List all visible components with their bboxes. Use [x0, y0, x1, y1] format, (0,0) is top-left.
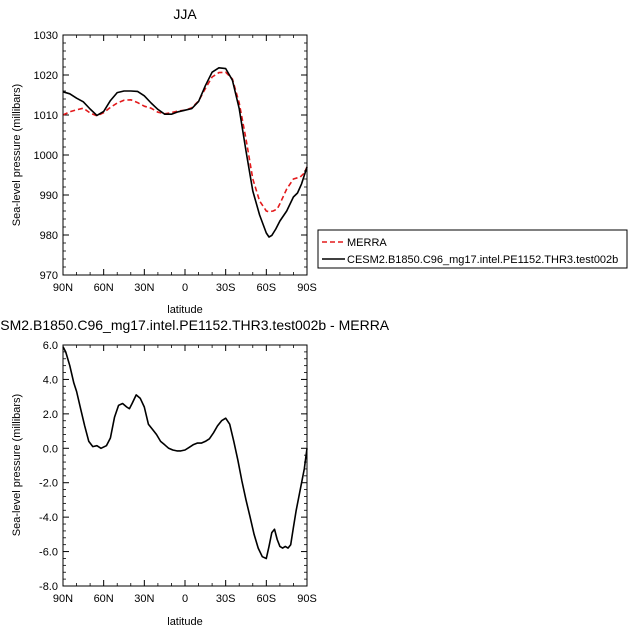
y-tick-label: 1030	[34, 30, 58, 42]
y-tick-label: -6.0	[39, 547, 58, 559]
bottom-chart-plot-frame	[62, 344, 308, 587]
series-line-0	[62, 346, 308, 560]
top-chart-xlabel: latitude	[167, 304, 202, 316]
bottom-chart: CESM2.B1850.C96_mg17.intel.PE1152.THR3.t…	[0, 317, 390, 628]
x-tick-label: 30S	[216, 593, 236, 605]
x-tick-label: 60N	[94, 593, 114, 605]
top-chart: JJA 970 980 990 1000 1010 1020 1030 90N 60N 30N 0…	[11, 6, 317, 316]
y-tick-label: 970	[40, 270, 58, 282]
x-tick-label: 60S	[257, 282, 277, 294]
y-tick-label: 6.0	[43, 340, 58, 352]
series-line-1	[62, 67, 308, 238]
legend-label-merra: MERRA	[347, 237, 387, 249]
x-tick-label: 30N	[134, 282, 154, 294]
y-tick-label: 1020	[34, 70, 58, 82]
y-tick-label: 1000	[34, 150, 58, 162]
x-tick-label: 0	[182, 282, 188, 294]
x-tick-label: 90S	[297, 282, 317, 294]
x-tick-label: 90N	[53, 593, 73, 605]
y-tick-label: 990	[40, 190, 58, 202]
bottom-chart-xticks: 90N 60N 30N 0 30S 60S 90S	[53, 345, 317, 605]
series-line-0	[62, 71, 308, 213]
x-tick-label: 90N	[53, 282, 73, 294]
top-chart-series	[62, 67, 308, 238]
x-tick-label: 60S	[257, 593, 277, 605]
top-chart-yticks: 970 980 990 1000 1010 1020 1030	[34, 30, 307, 282]
y-tick-label: 4.0	[43, 374, 58, 386]
x-tick-label: 0	[182, 593, 188, 605]
x-tick-label: 30N	[134, 593, 154, 605]
y-tick-label: 1010	[34, 110, 58, 122]
x-tick-label: 60N	[94, 282, 114, 294]
legend-label-cesm2: CESM2.B1850.C96_mg17.intel.PE1152.THR3.t…	[347, 254, 618, 266]
bottom-chart-yticks: -8.0 -6.0 -4.0 -2.0 0.0 2.0 4.0 6.0	[39, 340, 307, 593]
top-chart-title: JJA	[173, 6, 197, 22]
bottom-chart-title: CESM2.B1850.C96_mg17.intel.PE1152.THR3.t…	[0, 317, 390, 333]
bottom-chart-series	[62, 346, 308, 560]
bottom-chart-ylabel: Sea-level pressure (millibars)	[11, 394, 23, 536]
top-chart-ylabel: Sea-level pressure (millibars)	[11, 84, 23, 226]
y-tick-label: -4.0	[39, 512, 58, 524]
y-tick-label: 0.0	[43, 443, 58, 455]
top-chart-xticks: 90N 60N 30N 0 30S 60S 90S	[53, 35, 317, 294]
y-tick-label: 2.0	[43, 409, 58, 421]
bottom-chart-xlabel: latitude	[167, 616, 202, 628]
y-tick-label: 980	[40, 230, 58, 242]
y-tick-label: -2.0	[39, 478, 58, 490]
y-tick-label: -8.0	[39, 581, 58, 593]
x-tick-label: 30S	[216, 282, 236, 294]
legend-box	[317, 229, 628, 269]
x-tick-label: 90S	[297, 593, 317, 605]
top-chart-plot-frame	[62, 34, 308, 276]
legend: MERRA CESM2.B1850.C96_mg17.intel.PE1152.…	[317, 229, 628, 269]
